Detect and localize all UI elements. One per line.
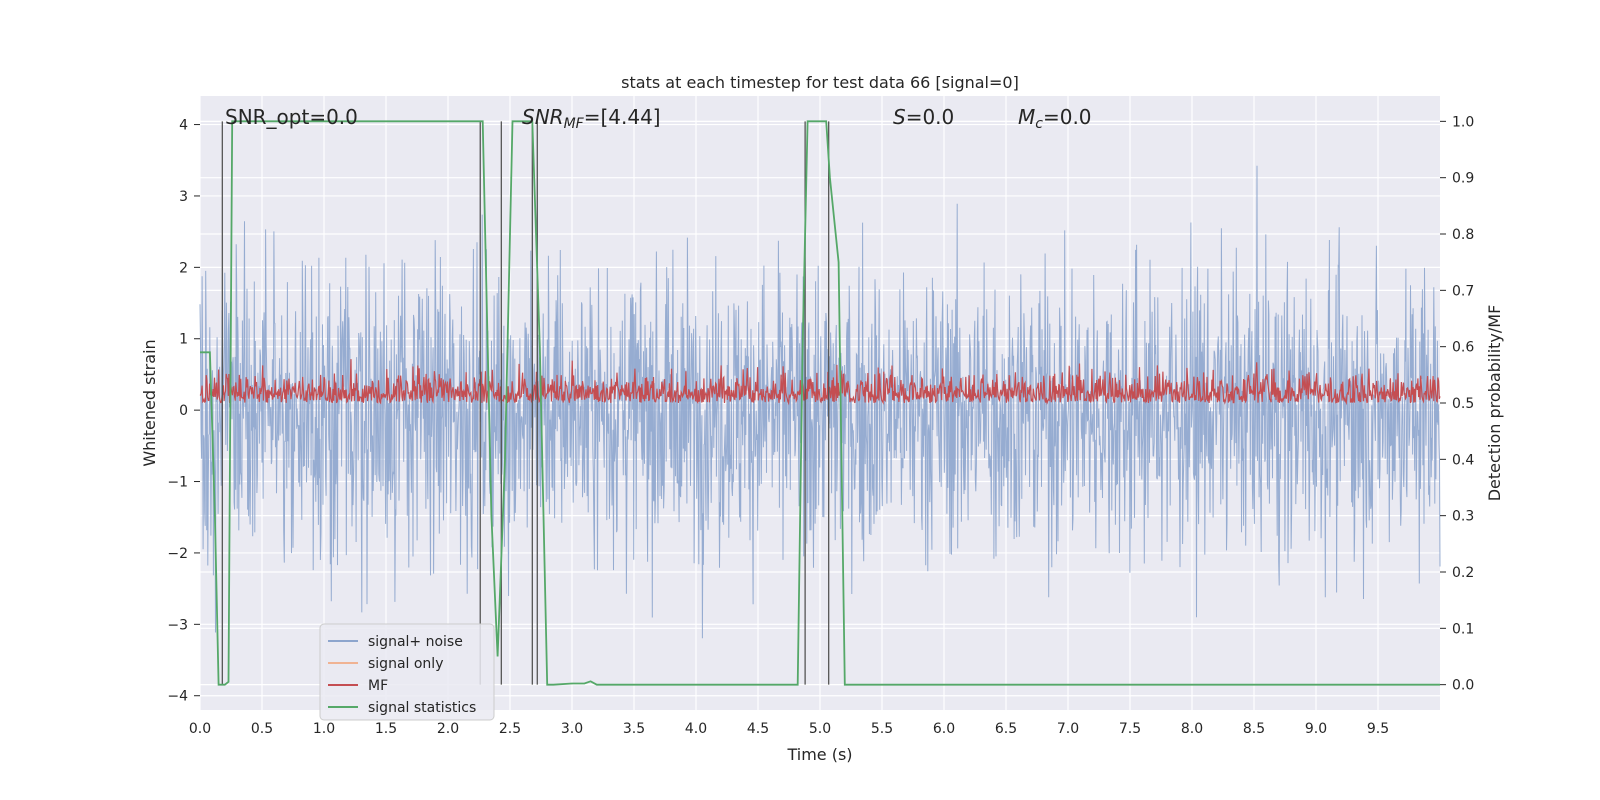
y-axis-label-left: Whitened strain [140, 339, 159, 466]
mf-line [199, 359, 1441, 406]
annotation-snr-mf-subscript: MF [564, 116, 585, 132]
annotation-snr-mf: SNRMF=[4.44] [522, 105, 661, 132]
annotation-snr-mf-value: =[4.44] [584, 105, 661, 129]
x-tick-label: 9.5 [1367, 721, 1389, 737]
series-signal-statistics [200, 120, 1440, 686]
x-axis-label: Time (s) [786, 745, 852, 764]
y-tick-label-right: 0.2 [1452, 565, 1474, 581]
vertical-markers [221, 121, 830, 685]
x-tick-label: 4.5 [747, 721, 769, 737]
annotation-mc: Mc=0.0 [1018, 105, 1092, 132]
y-tick-label-left: 1 [179, 332, 188, 348]
y-tick-label-left: −3 [167, 617, 188, 633]
x-tick-label: 7.5 [1119, 721, 1141, 737]
x-tick-label: 6.0 [933, 721, 955, 737]
x-tick-label: 4.0 [685, 721, 707, 737]
x-tick-label: 3.0 [561, 721, 583, 737]
chart-title: stats at each timestep for test data 66 … [621, 73, 1019, 92]
y-tick-label-right: 0.9 [1452, 171, 1474, 187]
legend-label-signal-only: signal only [368, 656, 443, 672]
annotation-mc-subscript: c [1035, 116, 1043, 132]
y-tick-label-left: 2 [179, 260, 188, 276]
y-tick-label-left: 0 [179, 403, 188, 419]
legend-label-mf: MF [368, 678, 388, 694]
legend: signal+ noise signal only MF signal stat… [319, 623, 495, 721]
annotation-mc-symbol: M [1018, 105, 1035, 129]
y-tick-label-left: −1 [167, 475, 188, 491]
y-tick-label-right: 0.7 [1452, 283, 1474, 299]
x-tick-label: 9.0 [1305, 721, 1327, 737]
y-tick-label-left: −2 [167, 546, 188, 562]
y-tick-label-left: −4 [167, 689, 188, 705]
y-tick-label-left: 4 [179, 118, 188, 134]
x-tick-label: 2.5 [499, 721, 521, 737]
annotation-snr-opt: SNR_opt=0.0 [225, 105, 358, 129]
legend-label-signal-statistics: signal statistics [368, 700, 476, 716]
y-tick-label-right: 0.0 [1452, 678, 1474, 694]
y-axis-label-right: Detection probability/MF [1485, 305, 1504, 502]
legend-label-signal-noise: signal+ noise [368, 634, 463, 650]
x-tick-label: 0.5 [251, 721, 273, 737]
tick-labels: 0.0 0.5 1.0 1.5 2.0 2.5 3.0 3.5 4.0 4.5 5.0 5.5 6.0 6… [167, 114, 1474, 737]
x-tick-label: 1.0 [313, 721, 335, 737]
y-tick-label-left: 3 [179, 189, 188, 205]
y-tick-label-right: 0.4 [1452, 452, 1474, 468]
annotation-s-symbol: S [893, 105, 906, 129]
series-mf [199, 359, 1441, 406]
x-tick-label: 8.0 [1181, 721, 1203, 737]
signal-statistics-line [200, 120, 1440, 686]
y-tick-label-right: 0.8 [1452, 227, 1474, 243]
x-tick-label: 7.0 [1057, 721, 1079, 737]
series-signal-noise [199, 165, 1441, 639]
legend-box [319, 623, 495, 721]
annotation-snr-mf-symbol: SNR [522, 105, 564, 129]
y-tick-label-right: 1.0 [1452, 114, 1474, 130]
y-tick-label-right: 0.6 [1452, 340, 1474, 356]
x-tick-label: 5.5 [871, 721, 893, 737]
signal-noise-line [199, 165, 1441, 639]
annotation-s-value: =0.0 [906, 105, 955, 129]
x-tick-label: 5.0 [809, 721, 831, 737]
annotation-mc-value: =0.0 [1043, 105, 1092, 129]
x-tick-label: 3.5 [623, 721, 645, 737]
x-tick-label: 6.5 [995, 721, 1017, 737]
y-tick-label-right: 0.3 [1452, 509, 1474, 525]
annotation-s: S=0.0 [893, 105, 954, 129]
x-tick-label: 1.5 [375, 721, 397, 737]
x-tick-label: 2.0 [437, 721, 459, 737]
y-tick-label-right: 0.5 [1452, 396, 1474, 412]
y-tick-label-right: 0.1 [1452, 621, 1474, 637]
x-tick-label: 8.5 [1243, 721, 1265, 737]
x-tick-label: 0.0 [189, 721, 211, 737]
